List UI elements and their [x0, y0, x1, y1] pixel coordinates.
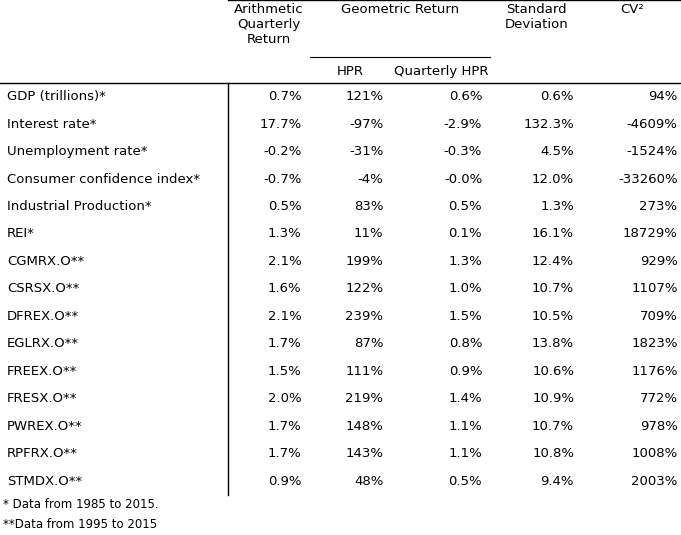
- Text: 143%: 143%: [345, 447, 383, 460]
- Text: 239%: 239%: [345, 310, 383, 323]
- Text: 0.8%: 0.8%: [449, 338, 482, 350]
- Text: 1.6%: 1.6%: [268, 282, 302, 295]
- Text: 48%: 48%: [354, 475, 383, 487]
- Text: FRESX.O**: FRESX.O**: [7, 392, 78, 405]
- Text: 18729%: 18729%: [622, 227, 678, 240]
- Text: 0.9%: 0.9%: [449, 365, 482, 378]
- Text: Industrial Production*: Industrial Production*: [7, 200, 151, 213]
- Text: 2.1%: 2.1%: [268, 255, 302, 268]
- Text: CGMRX.O**: CGMRX.O**: [7, 255, 84, 268]
- Text: 121%: 121%: [345, 90, 383, 103]
- Text: -2.9%: -2.9%: [444, 118, 482, 131]
- Text: 1.1%: 1.1%: [448, 420, 482, 433]
- Text: 9.4%: 9.4%: [541, 475, 574, 487]
- Text: -0.3%: -0.3%: [444, 145, 482, 158]
- Text: 1.7%: 1.7%: [268, 447, 302, 460]
- Text: -97%: -97%: [349, 118, 383, 131]
- Text: Arithmetic
Quarterly
Return: Arithmetic Quarterly Return: [234, 3, 304, 45]
- Text: 978%: 978%: [639, 420, 678, 433]
- Text: 1.3%: 1.3%: [448, 255, 482, 268]
- Text: 17.7%: 17.7%: [259, 118, 302, 131]
- Text: 10.5%: 10.5%: [532, 310, 574, 323]
- Text: 219%: 219%: [345, 392, 383, 405]
- Text: * Data from 1985 to 2015.: * Data from 1985 to 2015.: [3, 498, 159, 510]
- Text: 2.0%: 2.0%: [268, 392, 302, 405]
- Text: 273%: 273%: [639, 200, 678, 213]
- Text: 0.6%: 0.6%: [541, 90, 574, 103]
- Text: 0.5%: 0.5%: [268, 200, 302, 213]
- Text: 2003%: 2003%: [631, 475, 678, 487]
- Text: **Data from 1995 to 2015: **Data from 1995 to 2015: [3, 518, 157, 531]
- Text: 1008%: 1008%: [631, 447, 678, 460]
- Text: 10.7%: 10.7%: [532, 282, 574, 295]
- Text: HPR: HPR: [337, 65, 364, 78]
- Text: 132.3%: 132.3%: [523, 118, 574, 131]
- Text: 122%: 122%: [345, 282, 383, 295]
- Text: 10.7%: 10.7%: [532, 420, 574, 433]
- Text: 772%: 772%: [639, 392, 678, 405]
- Text: 12.4%: 12.4%: [532, 255, 574, 268]
- Text: 929%: 929%: [639, 255, 678, 268]
- Text: -0.7%: -0.7%: [264, 173, 302, 186]
- Text: 11%: 11%: [353, 227, 383, 240]
- Text: 13.8%: 13.8%: [532, 338, 574, 350]
- Text: 1.0%: 1.0%: [449, 282, 482, 295]
- Text: -4609%: -4609%: [627, 118, 678, 131]
- Text: 1176%: 1176%: [631, 365, 678, 378]
- Text: Unemployment rate*: Unemployment rate*: [7, 145, 147, 158]
- Text: 0.5%: 0.5%: [449, 475, 482, 487]
- Text: 1823%: 1823%: [631, 338, 678, 350]
- Text: FREEX.O**: FREEX.O**: [7, 365, 77, 378]
- Text: 709%: 709%: [639, 310, 678, 323]
- Text: Quarterly HPR: Quarterly HPR: [394, 65, 488, 78]
- Text: 94%: 94%: [648, 90, 678, 103]
- Text: 0.5%: 0.5%: [449, 200, 482, 213]
- Text: 0.1%: 0.1%: [449, 227, 482, 240]
- Text: GDP (trillions)*: GDP (trillions)*: [7, 90, 106, 103]
- Text: 1.3%: 1.3%: [540, 200, 574, 213]
- Text: 1.1%: 1.1%: [448, 447, 482, 460]
- Text: -33260%: -33260%: [618, 173, 678, 186]
- Text: 12.0%: 12.0%: [532, 173, 574, 186]
- Text: -4%: -4%: [358, 173, 383, 186]
- Text: 2.1%: 2.1%: [268, 310, 302, 323]
- Text: RPFRX.O**: RPFRX.O**: [7, 447, 78, 460]
- Text: 1.7%: 1.7%: [268, 420, 302, 433]
- Text: 87%: 87%: [354, 338, 383, 350]
- Text: 1.3%: 1.3%: [268, 227, 302, 240]
- Text: 16.1%: 16.1%: [532, 227, 574, 240]
- Text: Interest rate*: Interest rate*: [7, 118, 96, 131]
- Text: 1.5%: 1.5%: [268, 365, 302, 378]
- Text: STMDX.O**: STMDX.O**: [7, 475, 82, 487]
- Text: 1.4%: 1.4%: [449, 392, 482, 405]
- Text: 1.5%: 1.5%: [448, 310, 482, 323]
- Text: 83%: 83%: [354, 200, 383, 213]
- Text: -1524%: -1524%: [627, 145, 678, 158]
- Text: 199%: 199%: [345, 255, 383, 268]
- Text: CSRSX.O**: CSRSX.O**: [7, 282, 79, 295]
- Text: 1.7%: 1.7%: [268, 338, 302, 350]
- Text: REI*: REI*: [7, 227, 35, 240]
- Text: 0.7%: 0.7%: [268, 90, 302, 103]
- Text: 0.9%: 0.9%: [268, 475, 302, 487]
- Text: 148%: 148%: [345, 420, 383, 433]
- Text: 111%: 111%: [345, 365, 383, 378]
- Text: DFREX.O**: DFREX.O**: [7, 310, 79, 323]
- Text: -31%: -31%: [349, 145, 383, 158]
- Text: 10.8%: 10.8%: [532, 447, 574, 460]
- Text: 10.9%: 10.9%: [532, 392, 574, 405]
- Text: -0.2%: -0.2%: [264, 145, 302, 158]
- Text: Standard
Deviation: Standard Deviation: [505, 3, 568, 30]
- Text: EGLRX.O**: EGLRX.O**: [7, 338, 79, 350]
- Text: CV²: CV²: [620, 3, 644, 16]
- Text: 0.6%: 0.6%: [449, 90, 482, 103]
- Text: 4.5%: 4.5%: [541, 145, 574, 158]
- Text: -0.0%: -0.0%: [444, 173, 482, 186]
- Text: Geometric Return: Geometric Return: [341, 3, 459, 16]
- Text: PWREX.O**: PWREX.O**: [7, 420, 82, 433]
- Text: 1107%: 1107%: [631, 282, 678, 295]
- Text: 10.6%: 10.6%: [532, 365, 574, 378]
- Text: Consumer confidence index*: Consumer confidence index*: [7, 173, 200, 186]
